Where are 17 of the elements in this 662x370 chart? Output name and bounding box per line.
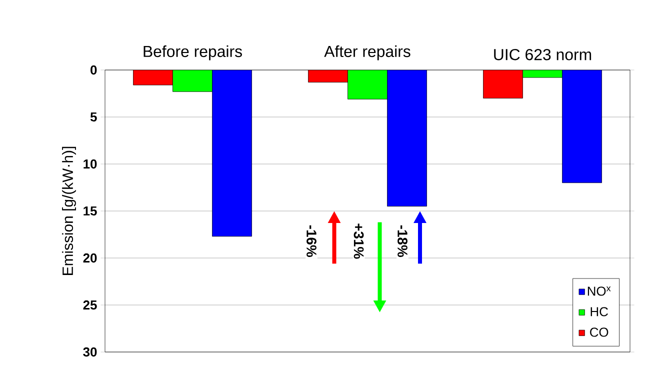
x-tick-label: UIC 623 norm [494,48,592,60]
y-tick-label: 15 [84,206,97,216]
legend-label: CO [590,328,608,337]
annotation: -18% [398,225,408,257]
x-tick-label: Before repairs [144,45,242,60]
y-tick-label: 0 [90,65,97,75]
legend-label: HC [590,307,608,316]
y-tick-label: 25 [83,300,97,310]
annotation: -16% [306,225,316,257]
y-tick-label: 20 [83,253,97,263]
legend-label: NO$^{x}$ [588,286,611,296]
y-tick-label: 10 [84,159,97,169]
y-axis-title: Emission [g/(kW·h)] [62,146,76,275]
y-tick-label: 30 [83,347,97,357]
y-tick-label: 5 [90,112,97,122]
annotation: +31% [354,224,364,259]
x-tick-label: After repairs [324,45,410,60]
